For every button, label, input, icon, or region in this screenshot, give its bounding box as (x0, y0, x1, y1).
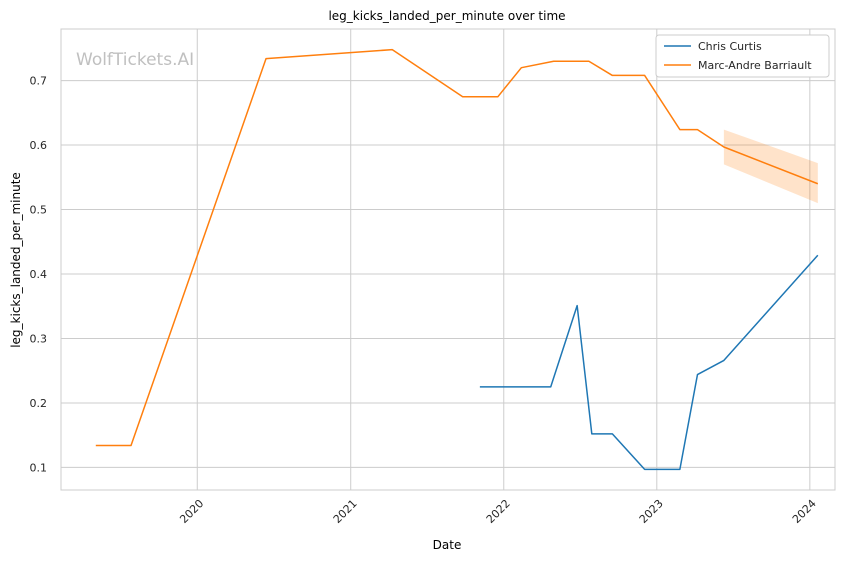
y-tick-label: 0.6 (30, 139, 48, 152)
watermark: WolfTickets.AI (76, 50, 194, 70)
y-tick-label: 0.2 (30, 397, 48, 410)
y-tick-label: 0.1 (30, 461, 48, 474)
chart-title: leg_kicks_landed_per_minute over time (328, 9, 565, 23)
gridlines (61, 29, 835, 490)
y-tick-labels: 0.1 0.2 0.3 0.4 0.5 0.6 0.7 (30, 75, 48, 475)
series-line (479, 254, 819, 471)
confidence-bands (723, 129, 818, 204)
legend-box (655, 34, 830, 78)
x-tick-labels: 2020 2021 2022 2023 2024 (177, 497, 819, 526)
y-tick-label: 0.3 (30, 332, 48, 345)
series-lines (95, 48, 819, 471)
y-axis-label: leg_kicks_landed_per_minute (9, 172, 23, 348)
x-tick-label: 2020 (177, 497, 206, 526)
x-tick-label: 2023 (637, 497, 666, 526)
plot-area (60, 28, 836, 491)
confidence-band (723, 129, 818, 204)
series-line (95, 48, 819, 447)
y-tick-label: 0.4 (30, 268, 48, 281)
legend: Chris Curtis Marc-Andre Barriault (655, 34, 830, 78)
legend-label: Chris Curtis (698, 40, 762, 53)
y-tick-label: 0.7 (30, 75, 48, 88)
x-tick-label: 2022 (484, 497, 513, 526)
x-tick-label: 2021 (331, 497, 360, 526)
x-tick-label: 2024 (790, 497, 819, 526)
y-tick-label: 0.5 (30, 204, 48, 217)
legend-label: Marc-Andre Barriault (698, 59, 812, 72)
x-axis-label: Date (433, 538, 462, 552)
